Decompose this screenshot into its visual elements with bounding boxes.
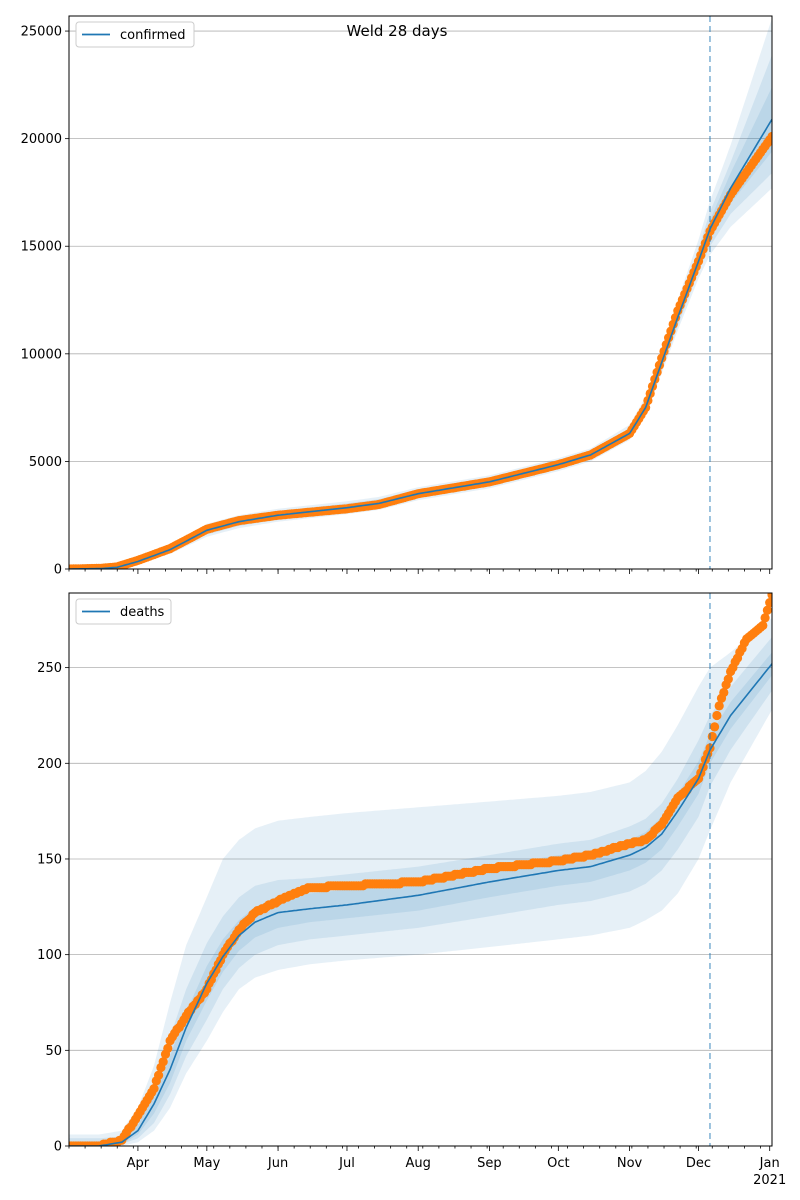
- x-tick-label: Jan: [759, 1156, 780, 1171]
- observed-point: [154, 1070, 164, 1080]
- model-line: [69, 663, 772, 1146]
- observed-point: [712, 710, 722, 721]
- observed-point: [149, 1084, 159, 1094]
- y-tick-label: 5000: [29, 455, 62, 470]
- y-tick-label: 10000: [21, 347, 62, 362]
- y-tick-label: 50: [45, 1044, 62, 1059]
- plot-area: [69, 593, 772, 1146]
- x-tick-label: Oct: [547, 1156, 569, 1171]
- uncertainty-band: [69, 652, 772, 1146]
- x-tick-label: Jun: [267, 1156, 288, 1171]
- x-tick-label: Dec: [686, 1156, 711, 1171]
- y-tick-label: 0: [54, 563, 62, 578]
- observed-point: [163, 1043, 173, 1053]
- observed-point: [158, 1057, 168, 1067]
- observed-points: [69, 131, 772, 569]
- observed-point: [710, 722, 720, 732]
- legend: confirmed: [75, 21, 195, 48]
- x-tick-sublabel: 2021: [753, 1173, 786, 1188]
- y-tick-label: 100: [37, 948, 62, 963]
- observed-point: [760, 613, 770, 623]
- y-tick-label: 25000: [21, 25, 62, 40]
- uncertainty-band: [69, 637, 772, 1146]
- x-tick-label: Aug: [406, 1156, 431, 1171]
- x-tick-label: Apr: [127, 1156, 150, 1171]
- deaths-panel: 0 50 100 150 200 250 Apr May Jun Jul Aug Sep Oct Nov D…: [37, 592, 786, 1188]
- axes-frame: [68, 15, 773, 570]
- y-tick-label: 0: [54, 1140, 62, 1155]
- x-tick-label: Jul: [338, 1156, 355, 1171]
- plot-area: [69, 18, 772, 569]
- legend-box: [75, 598, 172, 625]
- observed-point: [714, 701, 724, 711]
- x-tick-label: May: [193, 1156, 220, 1171]
- axes-frame: [68, 592, 773, 1147]
- y-tick-label: 15000: [21, 240, 62, 255]
- observed-point: [765, 598, 772, 608]
- observed-point: [762, 605, 772, 615]
- uncertainty-band: [69, 18, 772, 569]
- chart-title: Weld 28 days: [347, 22, 448, 40]
- model-line: [69, 118, 772, 569]
- legend-label: confirmed: [120, 28, 186, 43]
- legend: deaths: [75, 598, 172, 625]
- observed-point: [767, 593, 772, 600]
- observed-point: [719, 687, 729, 698]
- y-tick-label: 150: [37, 852, 62, 867]
- observed-point: [723, 674, 733, 684]
- observed-point: [758, 620, 768, 631]
- legend-box: [75, 21, 195, 48]
- observed-points: [69, 593, 772, 1146]
- y-tick-label: 200: [37, 757, 62, 772]
- x-tick-label: Sep: [477, 1156, 502, 1171]
- confirmed-panel: 0 5000 10000 15000 20000 25000 confirmed: [21, 15, 773, 578]
- y-tick-label: 20000: [21, 132, 62, 147]
- y-tick-label: 250: [37, 661, 62, 676]
- x-tick-label: Nov: [617, 1156, 643, 1171]
- observed-point: [767, 131, 772, 142]
- legend-label: deaths: [120, 605, 165, 620]
